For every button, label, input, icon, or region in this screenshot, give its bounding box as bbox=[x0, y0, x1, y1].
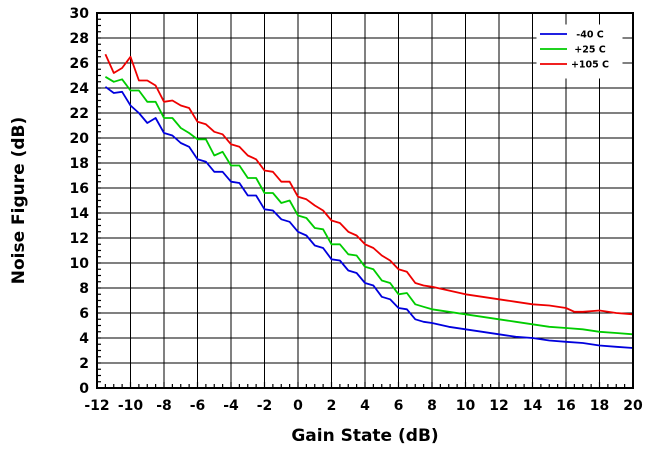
y-tick-label: 10 bbox=[70, 256, 90, 272]
axis-ticks: -12 -10 -8 -6 -4 -2 0 2 4 6 8 10 12 14 16 18 20024681012… bbox=[70, 6, 643, 414]
y-tick-label: 8 bbox=[79, 281, 89, 297]
x-tick-label: -10 bbox=[118, 398, 144, 414]
y-tick-label: 2 bbox=[79, 356, 89, 372]
x-tick-label: 18 bbox=[590, 398, 609, 414]
x-tick-label: 16 bbox=[556, 398, 575, 414]
series-line-105c bbox=[104, 53, 634, 316]
y-tick-label: 28 bbox=[70, 31, 89, 47]
y-tick-label: 12 bbox=[70, 231, 89, 247]
y-tick-label: 20 bbox=[70, 131, 90, 147]
series-line-40c bbox=[104, 86, 634, 349]
x-tick-label: 12 bbox=[489, 398, 508, 414]
gridlines bbox=[96, 12, 634, 389]
legend-label: -40 C bbox=[576, 30, 603, 41]
x-tick-label: 20 bbox=[623, 398, 643, 414]
y-tick-label: 24 bbox=[70, 81, 90, 97]
x-tick-label: 10 bbox=[456, 398, 476, 414]
series-line-25c bbox=[104, 76, 634, 336]
x-tick-label: -12 bbox=[84, 398, 109, 414]
x-tick-label: 0 bbox=[293, 398, 303, 414]
x-tick-label: 8 bbox=[427, 398, 437, 414]
x-tick-label: -2 bbox=[257, 398, 273, 414]
x-tick-label: 6 bbox=[394, 398, 404, 414]
y-tick-label: 26 bbox=[70, 56, 89, 72]
x-tick-label: 4 bbox=[360, 398, 370, 414]
y-tick-label: 22 bbox=[70, 106, 89, 122]
y-tick-label: 18 bbox=[70, 156, 89, 172]
y-tick-label: 30 bbox=[70, 6, 90, 22]
x-tick-label: -8 bbox=[156, 398, 172, 414]
y-tick-label: 6 bbox=[79, 306, 89, 322]
legend-label: +25 C bbox=[574, 45, 605, 56]
series-lines bbox=[104, 53, 634, 349]
legend-label: +105 C bbox=[571, 60, 609, 71]
x-tick-label: -4 bbox=[223, 398, 239, 414]
y-tick-label: 16 bbox=[70, 181, 89, 197]
x-tick-label: 14 bbox=[523, 398, 543, 414]
y-tick-label: 4 bbox=[79, 331, 89, 347]
y-tick-label: 14 bbox=[70, 206, 90, 222]
y-axis-title: Noise Figure (dB) bbox=[9, 117, 29, 285]
legend: -40 C +25 C +105 C bbox=[536, 24, 623, 79]
x-axis-title: Gain State (dB) bbox=[291, 426, 438, 446]
x-tick-label: 2 bbox=[327, 398, 337, 414]
x-tick-label: -6 bbox=[190, 398, 206, 414]
y-tick-label: 0 bbox=[79, 381, 89, 397]
